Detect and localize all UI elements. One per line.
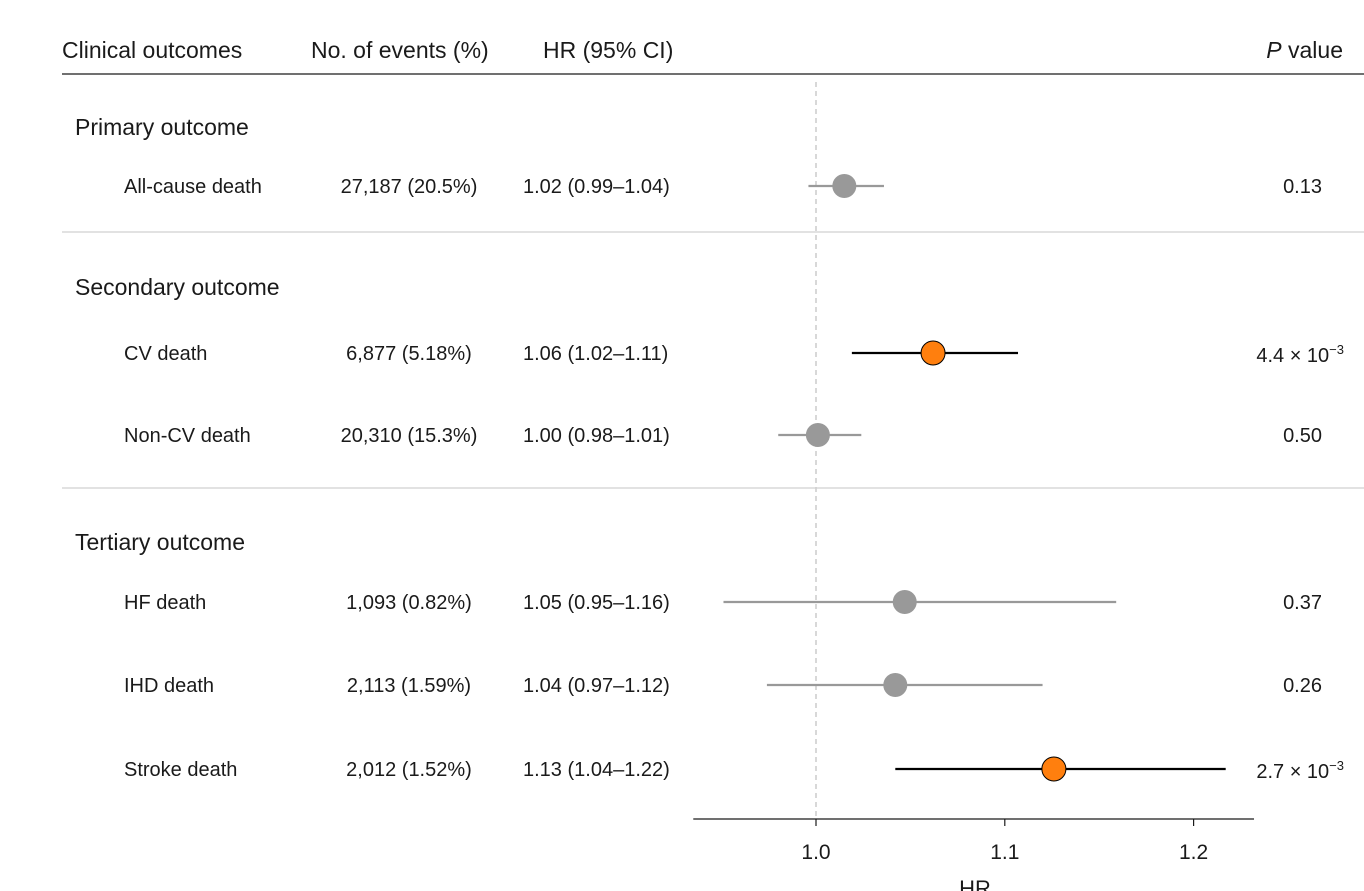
section-title: Primary outcome bbox=[75, 114, 249, 140]
outcome-label: Stroke death bbox=[124, 759, 237, 781]
p-value-exponent: −3 bbox=[1329, 758, 1344, 773]
header-p-italic: P bbox=[1266, 37, 1282, 63]
p-value-exponent: −3 bbox=[1329, 342, 1344, 357]
hr-ci-value: 1.04 (0.97–1.12) bbox=[523, 675, 670, 697]
p-value-base: 2.7 × 10 bbox=[1256, 761, 1329, 783]
header-clinical-outcomes: Clinical outcomes bbox=[62, 37, 242, 63]
hr-point bbox=[832, 174, 857, 198]
x-axis-label: HR bbox=[959, 876, 991, 891]
x-tick-label: 1.2 bbox=[1179, 841, 1208, 864]
p-value: 0.13 bbox=[1283, 176, 1322, 198]
section-title: Tertiary outcome bbox=[75, 529, 245, 555]
p-value: 0.50 bbox=[1283, 425, 1322, 447]
hr-point bbox=[920, 340, 946, 366]
header-p-rest: value bbox=[1282, 37, 1343, 63]
p-value-base: 4.4 × 10 bbox=[1256, 345, 1329, 367]
events-value: 1,093 (0.82%) bbox=[346, 592, 472, 614]
hr-ci-value: 1.02 (0.99–1.04) bbox=[523, 176, 670, 198]
x-axis: 1.0 1.1 1.2 HR bbox=[693, 818, 1255, 891]
outcome-label: All-cause death bbox=[124, 176, 262, 198]
x-tick-label: 1.0 bbox=[801, 841, 830, 864]
hr-point bbox=[805, 423, 830, 447]
p-value: 0.37 bbox=[1283, 592, 1322, 614]
hr-ci-value: 1.13 (1.04–1.22) bbox=[523, 759, 670, 781]
hr-point bbox=[1041, 756, 1067, 782]
p-value: 0.26 bbox=[1283, 675, 1322, 697]
section-title: Secondary outcome bbox=[75, 274, 280, 300]
outcome-label: Non-CV death bbox=[124, 425, 251, 447]
hr-point bbox=[883, 673, 908, 697]
hr-ci-value: 1.05 (0.95–1.16) bbox=[523, 592, 670, 614]
p-value: 2.7 × 10−3 bbox=[1256, 758, 1344, 783]
events-value: 20,310 (15.3%) bbox=[341, 425, 478, 447]
outcome-label: HF death bbox=[124, 592, 206, 614]
outcome-label: CV death bbox=[124, 343, 207, 365]
header-p-value: P value bbox=[1266, 37, 1343, 63]
hr-ci-value: 1.06 (1.02–1.11) bbox=[523, 343, 668, 365]
events-value: 2,012 (1.52%) bbox=[346, 759, 472, 781]
events-value: 27,187 (20.5%) bbox=[341, 176, 478, 198]
rows-layer: Primary outcome All-cause death 27,187 (20… bbox=[62, 114, 1364, 783]
header-number-of-events: No. of events (%) bbox=[311, 37, 489, 63]
events-value: 6,877 (5.18%) bbox=[346, 343, 472, 365]
events-value: 2,113 (1.59%) bbox=[347, 675, 471, 697]
hr-point bbox=[892, 590, 917, 614]
outcome-label: IHD death bbox=[124, 675, 214, 697]
p-value: 4.4 × 10−3 bbox=[1256, 342, 1344, 367]
x-tick-label: 1.1 bbox=[990, 841, 1019, 864]
hr-ci-value: 1.00 (0.98–1.01) bbox=[523, 425, 670, 447]
header-hr-ci: HR (95% CI) bbox=[543, 37, 673, 63]
